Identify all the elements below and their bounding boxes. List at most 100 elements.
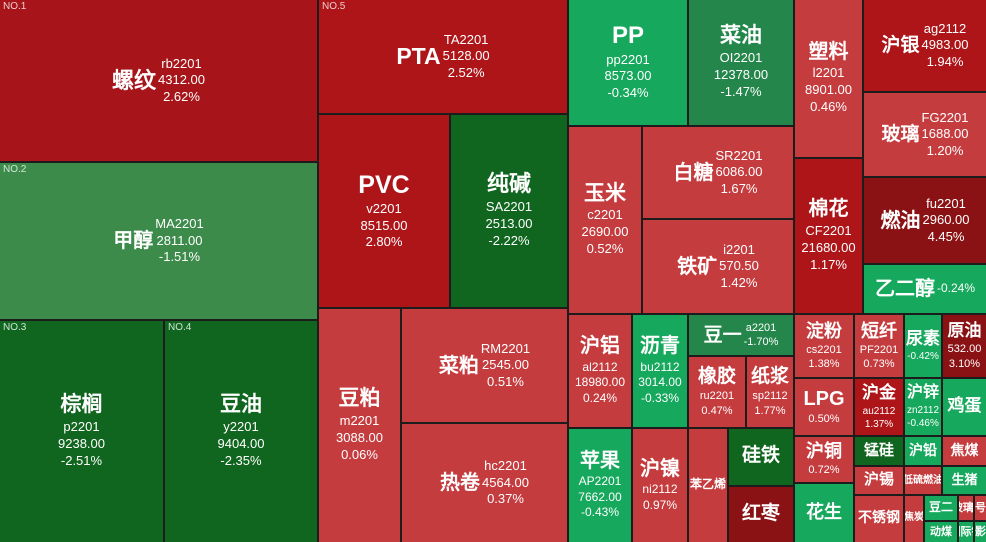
treemap-tile-douer[interactable]: 豆二 (925, 496, 957, 520)
tile-price: 4983.00 (921, 37, 969, 53)
tile-name: 塑料 (808, 40, 849, 63)
treemap-tile-hutong[interactable]: 沪铜 0.72% (795, 437, 853, 482)
treemap-tile-mianhua[interactable]: 棉花 CF2201 21680.00 1.17% (795, 159, 862, 313)
tile-pct: 1.38% (808, 358, 840, 371)
treemap-tile-yumi[interactable]: 玉米 c2201 2690.00 0.52% (569, 127, 641, 313)
treemap-tile-boli[interactable]: 玻璃 FG2201 1688.00 1.20% (864, 93, 986, 176)
treemap-tile-caipo[interactable]: 菜粕 RM2201 2545.00 0.51% (402, 309, 567, 422)
tile-name: 豆油 (220, 393, 262, 417)
treemap-tile-jiachun[interactable]: NO.2 甲醇 MA2201 2811.00 -1.51% (0, 163, 317, 319)
treemap-tile-guojitong[interactable]: 国际铜 (959, 522, 973, 542)
tile-content: 花生 (795, 484, 853, 542)
treemap-tile-suliao[interactable]: 塑料 l2201 8901.00 0.46% (795, 0, 862, 157)
tile-pct: 1.42% (720, 274, 758, 290)
treemap-tile-doupo[interactable]: 豆粕 m2201 3088.00 0.06% (319, 309, 400, 542)
treemap-tile-dongmei[interactable]: 动煤 (925, 522, 957, 542)
tile-content: 尿素 -0.42% (905, 315, 941, 377)
tile-name: 沪铜 (806, 441, 842, 462)
tile-content: 菜粕 RM2201 2545.00 0.51% (402, 309, 567, 422)
tile-pct: 0.97% (642, 497, 678, 512)
treemap-tile-ranyou[interactable]: 燃油 fu2201 2960.00 4.45% (864, 178, 986, 263)
tile-content: 原油 532.00 3.10% (943, 315, 986, 377)
tile-name: 橡胶 (697, 366, 736, 388)
treemap-tile-hulv[interactable]: 沪铝 al2112 18980.00 0.24% (569, 315, 631, 427)
treemap-tile-douyi[interactable]: 豆一 a2201 -1.70% (689, 315, 793, 355)
treemap-tile-pta[interactable]: NO.5 PTA TA2201 5128.00 2.52% (319, 0, 567, 113)
treemap-tile-jiaotan[interactable]: 焦炭 (905, 496, 923, 542)
tile-pct: -0.42% (907, 351, 939, 363)
treemap-tile-jiaomei[interactable]: 焦煤 (943, 437, 986, 465)
tile-content: 锰硅 (855, 437, 903, 465)
tile-pct: 0.51% (487, 373, 524, 389)
tile-pct: -0.43% (580, 505, 620, 520)
tile-content: 影 (975, 522, 986, 542)
treemap-tile-dlryou[interactable]: 低硫燃油 (905, 467, 941, 494)
tile-price: 8515.00 (360, 217, 408, 233)
treemap-tile-huni[interactable]: 沪镍 ni2112 0.97% (633, 429, 687, 542)
treemap-tile-boli2[interactable]: 玻璃2 (959, 496, 973, 520)
treemap-tile-jidan[interactable]: 鸡蛋 (943, 379, 986, 435)
treemap-tile-hujin[interactable]: 沪金 au2112 1.37% (855, 379, 903, 435)
tile-price: 4312.00 (158, 72, 205, 88)
treemap-tile-rejuan[interactable]: 热卷 hc2201 4564.00 0.37% (402, 424, 567, 542)
tile-pct: 0.06% (341, 446, 378, 462)
treemap-tile-hongzao[interactable]: 红枣 (729, 487, 793, 542)
tile-name: 菜粕 (438, 354, 479, 377)
treemap-tile-luowen[interactable]: NO.1 螺纹 rb2201 4312.00 2.62% (0, 0, 317, 161)
tile-pct: 1.20% (926, 142, 964, 158)
tile-code: hc2201 (484, 458, 527, 474)
treemap-tile-tiekuang[interactable]: 铁矿 i2201 570.50 1.42% (643, 220, 793, 313)
tile-name: 影 (975, 525, 986, 538)
tile-code: ni2112 (642, 482, 678, 497)
treemap-tile-pingguo[interactable]: 苹果 AP2201 7662.00 -0.43% (569, 429, 631, 542)
tile-code: p2201 (63, 418, 100, 434)
tile-content: 淀粉 cs2201 1.38% (795, 315, 853, 377)
treemap-tile-pp[interactable]: PP pp2201 8573.00 -0.34% (569, 0, 687, 125)
tile-content: 号 (975, 496, 986, 520)
treemap-tile-duanxian[interactable]: 短纤 PF2201 0.73% (855, 315, 903, 377)
treemap-tile-benyixi[interactable]: 苯乙烯 (689, 429, 727, 542)
tile-name: 苹果 (580, 449, 620, 472)
treemap-tile-huasheng[interactable]: 花生 (795, 484, 853, 542)
treemap-tile-zhijiang[interactable]: 纸浆 sp2112 1.77% (747, 357, 793, 427)
treemap-tile-huxi[interactable]: 沪锡 (855, 467, 903, 494)
tile-content: 纯碱 SA2201 2513.00 -2.22% (451, 115, 567, 307)
treemap-tile-hao[interactable]: 号 (975, 496, 986, 520)
treemap-tile-zonglv[interactable]: NO.3 棕榈 p2201 9238.00 -2.51% (0, 321, 163, 542)
treemap-tile-huqian[interactable]: 沪铅 (905, 437, 941, 465)
tile-name: 沪铅 (909, 442, 937, 459)
treemap-tile-shengzhu[interactable]: 生猪 (943, 467, 986, 494)
treemap-tile-ying[interactable]: 影 (975, 522, 986, 542)
tile-pct: 0.37% (487, 491, 524, 507)
treemap-tile-niaosu[interactable]: 尿素 -0.42% (905, 315, 941, 377)
treemap-tile-huyin[interactable]: 沪银 ag2112 4983.00 1.94% (864, 0, 986, 91)
treemap-tile-caiyou[interactable]: 菜油 OI2201 12378.00 -1.47% (689, 0, 793, 125)
tile-name: 纯碱 (486, 171, 531, 197)
tile-values: fu2201 2960.00 4.45% (923, 196, 970, 246)
tile-name: 动煤 (930, 525, 952, 538)
tile-code: rb2201 (161, 55, 202, 71)
tile-values: -0.24% (937, 281, 975, 296)
treemap-tile-liqing[interactable]: 沥青 bu2112 3014.00 -0.33% (633, 315, 687, 427)
tile-price: 5128.00 (442, 48, 490, 64)
tile-content: 沪镍 ni2112 0.97% (633, 429, 687, 542)
treemap-tile-douyou[interactable]: NO.4 豆油 y2201 9404.00 -2.35% (165, 321, 317, 542)
treemap-tile-mengui[interactable]: 锰硅 (855, 437, 903, 465)
treemap-tile-pvc[interactable]: PVC v2201 8515.00 2.80% (319, 115, 449, 307)
treemap-tile-baitang[interactable]: 白糖 SR2201 6086.00 1.67% (643, 127, 793, 218)
treemap-tile-xiangjiao[interactable]: 橡胶 ru2201 0.47% (689, 357, 745, 427)
treemap-tile-chunjian[interactable]: 纯碱 SA2201 2513.00 -2.22% (451, 115, 567, 307)
tile-content: 焦炭 (905, 496, 923, 542)
treemap-tile-yuanyou[interactable]: 原油 532.00 3.10% (943, 315, 986, 377)
tile-name: 锰硅 (863, 441, 894, 459)
treemap-tile-huxin[interactable]: 沪锌 zn2112 -0.46% (905, 379, 941, 435)
treemap-tile-yieryi[interactable]: 乙二醇 -0.24% (864, 265, 986, 313)
treemap-tile-dianfen[interactable]: 淀粉 cs2201 1.38% (795, 315, 853, 377)
tile-name: 沪铝 (580, 335, 620, 358)
treemap-tile-guitie[interactable]: 硅铁 (729, 429, 793, 485)
tile-content: 低硫燃油 (905, 467, 941, 494)
tile-values: hc2201 4564.00 0.37% (482, 458, 529, 508)
treemap-tile-lpg[interactable]: LPG 0.50% (795, 379, 853, 435)
tile-price: 9404.00 (217, 435, 265, 451)
treemap-tile-buxiugang[interactable]: 不锈钢 (855, 496, 903, 542)
